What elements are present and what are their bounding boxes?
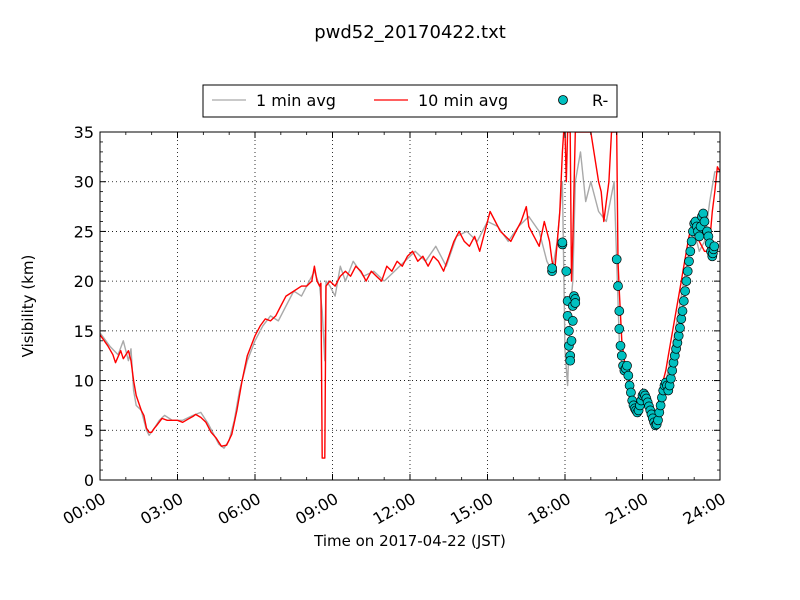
y-tick-label: 15 [74, 322, 94, 341]
legend-marker-r-minus [558, 95, 568, 105]
data-point-r-minus [677, 306, 688, 316]
data-point-r-minus [673, 330, 684, 341]
data-point-r-minus [611, 254, 622, 265]
data-point-r-minus [709, 241, 720, 252]
data-point-r-minus [615, 340, 626, 351]
data-point-r-minus [547, 263, 557, 274]
x-tick-label: 18:00 [525, 489, 574, 529]
grid [100, 132, 720, 480]
data-point-r-minus [613, 281, 623, 291]
series-layer [100, 132, 720, 459]
data-point-r-minus [565, 355, 576, 366]
data-point-r-minus [616, 350, 627, 361]
data-point-r-minus [557, 237, 568, 248]
legend: 1 min avg 10 min avg R- [202, 84, 618, 118]
x-tick-label: 00:00 [60, 489, 109, 529]
y-tick-label: 30 [74, 173, 94, 192]
data-point-r-minus [694, 231, 705, 242]
data-point-r-minus [685, 246, 696, 257]
legend-label-1-min-avg: 1 min avg [256, 91, 336, 110]
ticks: 0 5 10 15 20 25 30 35 00:00 03:00 06:00 09:00 12:00 1… [60, 123, 729, 529]
y-tick-label: 5 [84, 421, 94, 440]
data-point-r-minus [655, 400, 666, 411]
x-tick-label: 24:00 [680, 489, 729, 529]
data-point-r-minus [698, 208, 709, 219]
legend-label-10-min-avg: 10 min avg [418, 91, 508, 110]
x-tick-label: 12:00 [370, 489, 419, 529]
y-tick-label: 20 [74, 272, 94, 291]
data-point-r-minus [614, 324, 625, 334]
x-tick-label: 03:00 [137, 489, 186, 529]
data-point-r-minus [570, 298, 581, 308]
data-point-r-minus [567, 316, 578, 326]
y-tick-label: 0 [84, 471, 94, 490]
data-point-r-minus [564, 326, 574, 336]
legend-label-r-minus: R- [592, 91, 608, 110]
x-tick-label: 15:00 [447, 489, 496, 529]
data-point-r-minus [561, 266, 572, 277]
data-point-r-minus [699, 216, 710, 227]
y-tick-label: 35 [74, 123, 94, 142]
x-tick-label: 21:00 [602, 489, 651, 529]
data-point-r-minus [686, 236, 697, 247]
x-tick-label: 09:00 [292, 489, 341, 529]
x-tick-label: 06:00 [215, 489, 264, 529]
data-point-r-minus [653, 415, 663, 426]
data-point-r-minus [667, 365, 678, 376]
y-tick-label: 25 [74, 222, 94, 241]
x-axis-label: Time on 2017-04-22 (JST) [313, 532, 506, 550]
data-point-r-minus [666, 373, 676, 384]
data-point-r-minus [676, 314, 687, 324]
chart-title: pwd52_20170422.txt [314, 22, 506, 43]
data-point-r-minus [682, 266, 693, 277]
data-point-r-minus [680, 286, 690, 296]
legend-box [202, 84, 618, 118]
data-point-r-minus [622, 360, 632, 371]
data-point-r-minus [678, 296, 689, 306]
data-point-r-minus [675, 323, 685, 333]
data-point-r-minus [623, 370, 634, 381]
data-point-r-minus [626, 387, 636, 398]
data-point-r-minus [684, 256, 694, 267]
data-point-r-minus [681, 276, 692, 286]
y-axis-label: Visibility (km) [19, 255, 37, 358]
data-point-r-minus [614, 306, 625, 316]
y-tick-label: 10 [74, 372, 94, 391]
data-point-r-minus [566, 335, 577, 346]
